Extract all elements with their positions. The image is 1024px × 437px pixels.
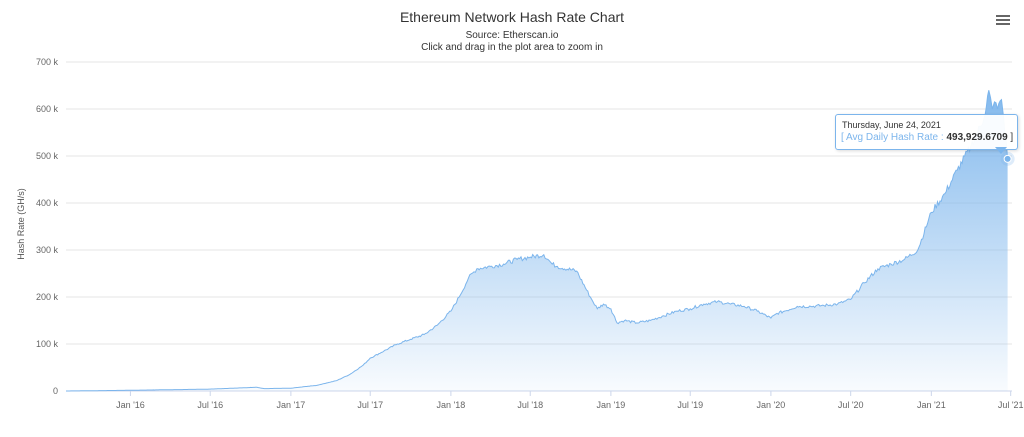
x-tick-label: Jan '19 [597,400,626,410]
tooltip-pointer [995,147,1007,154]
y-tick-label: 600 k [36,104,59,114]
tooltip-close-bracket: ] [1010,132,1014,143]
data-point-tooltip: Thursday, June 24, 2021 [ Avg Daily Hash… [835,114,1018,150]
tooltip-separator: : [940,132,944,143]
x-tick-label: Jul '20 [838,400,864,410]
y-tick-label: 100 k [36,339,59,349]
y-tick-label: 400 k [36,198,59,208]
chart-title: Ethereum Network Hash Rate Chart [400,9,624,25]
x-tick-label: Jul '19 [677,400,703,410]
tooltip-series-label: Avg Daily Hash Rate [846,132,939,143]
plot-area[interactable] [66,90,1015,392]
y-axis-title: Hash Rate (GH/s) [16,188,26,260]
tooltip-value: 493,929.6709 [946,132,1008,143]
tooltip-open-bracket: [ [841,132,844,143]
x-tick-label: Jul '16 [197,400,223,410]
series-line [66,90,1009,392]
tooltip-row: [ Avg Daily Hash Rate : 493,929.6709 ] [841,132,1013,143]
x-tick-label: Jul '18 [517,400,543,410]
chart-subtitle-source: Source: Etherscan.io [466,30,559,41]
chart-subtitle-zoom-hint: Click and drag in the plot area to zoom … [421,42,603,53]
x-tick-label: Jan '20 [757,400,786,410]
chart-menu-button[interactable] [992,10,1014,30]
series-area-fill [66,90,1008,391]
axes: 0 100 k 200 k 300 k 400 k 500 k 600 k 700 k Jan … [36,57,1024,410]
hamburger-menu-icon-bar [996,19,1010,21]
tooltip-date: Thursday, June 24, 2021 [842,120,941,130]
x-tick-label: Jul '17 [357,400,383,410]
hamburger-menu-icon-bar [996,23,1010,25]
x-tick-label: Jan '18 [437,400,466,410]
y-tick-label: 0 [53,386,58,396]
y-tick-label: 700 k [36,57,59,67]
y-tick-label: 500 k [36,151,59,161]
x-tick-label: Jan '16 [116,400,145,410]
y-tick-label: 200 k [36,292,59,302]
x-tick-label: Jan '21 [917,400,946,410]
hamburger-menu-icon [996,15,1010,17]
x-tick-label: Jul '21 [998,400,1024,410]
y-tick-label: 300 k [36,245,59,255]
x-tick-label: Jan '17 [277,400,306,410]
data-point-marker[interactable] [1003,154,1012,163]
